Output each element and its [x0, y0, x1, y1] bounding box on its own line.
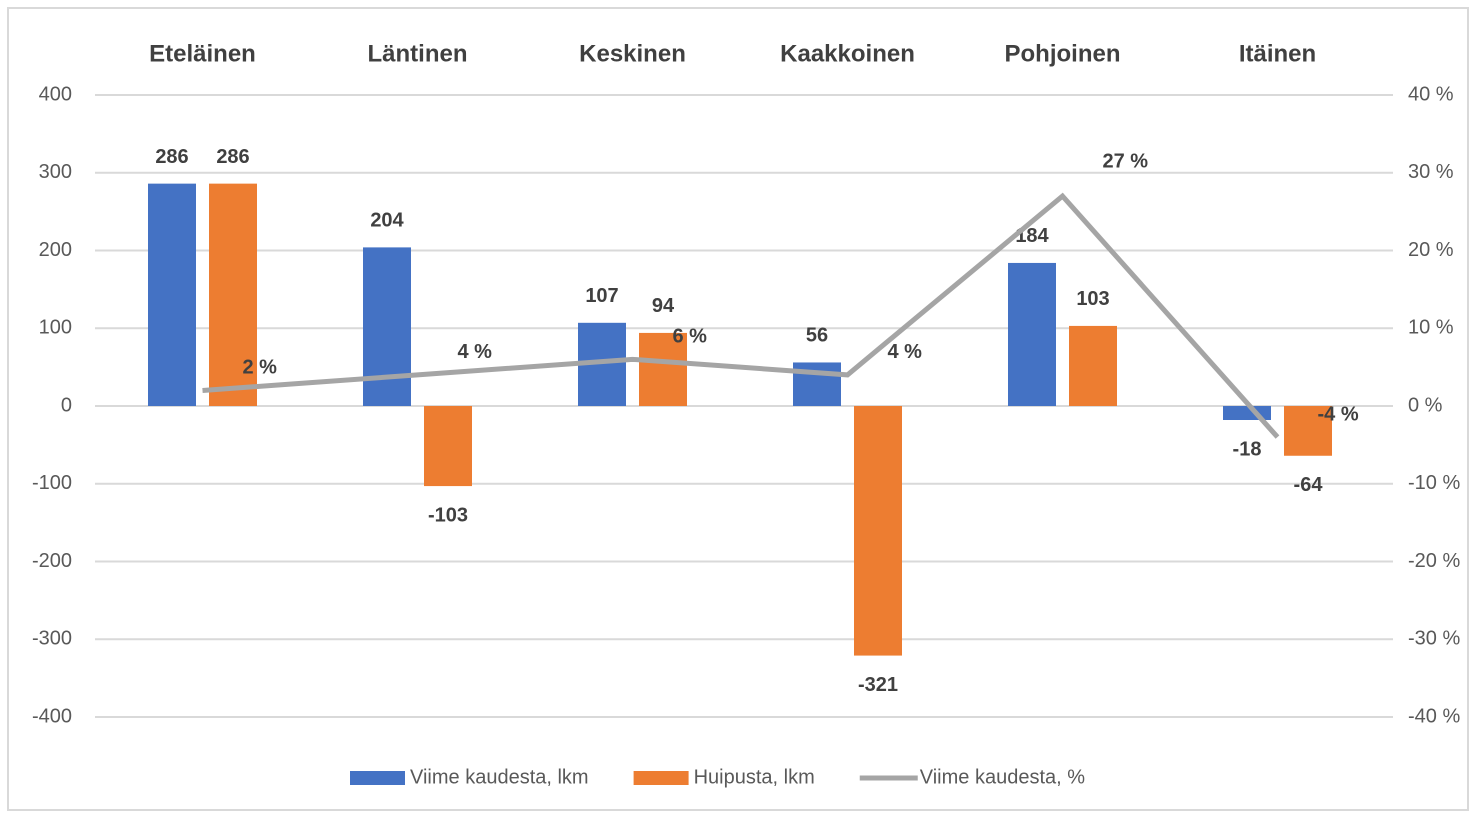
- y2-tick-label: 0 %: [1408, 394, 1443, 416]
- y-tick-label: -400: [32, 705, 72, 727]
- bar: [1069, 325, 1117, 406]
- y2-tick-label: -40 %: [1408, 705, 1460, 727]
- bar: [424, 406, 472, 487]
- category-label: Läntinen: [368, 40, 468, 67]
- y-tick-label: 300: [39, 161, 72, 183]
- bar-data-label: 94: [652, 295, 675, 317]
- line-data-label: 2 %: [243, 357, 278, 379]
- bar: [209, 183, 257, 406]
- bar: [1008, 262, 1056, 406]
- y2-tick-label: 30 %: [1408, 161, 1454, 183]
- y2-tick-label: 10 %: [1408, 317, 1454, 339]
- bar-data-label: 56: [806, 325, 828, 347]
- bar-data-label: -103: [428, 504, 468, 526]
- y2-tick-label: -30 %: [1408, 628, 1460, 650]
- category-label: Eteläinen: [149, 40, 256, 67]
- y-tick-label: -300: [32, 628, 72, 650]
- y-tick-label: 400: [39, 83, 72, 105]
- category-label: Keskinen: [579, 40, 686, 67]
- y-tick-label: 200: [39, 239, 72, 261]
- y2-tick-label: -20 %: [1408, 550, 1460, 572]
- line-data-label: -4 %: [1318, 403, 1359, 425]
- legend-label: Viime kaudesta, lkm: [410, 766, 589, 788]
- legend-label: Huipusta, lkm: [694, 766, 815, 788]
- legend-label: Viime kaudesta, %: [920, 766, 1085, 788]
- y-tick-label: -100: [32, 472, 72, 494]
- y-tick-label: 100: [39, 317, 72, 339]
- bar-data-label: -64: [1294, 474, 1324, 496]
- y-tick-label: 0: [61, 394, 72, 416]
- bar-data-label: 103: [1076, 288, 1109, 310]
- bar-data-label: 204: [370, 210, 404, 232]
- bar-data-label: 107: [585, 285, 618, 307]
- legend-swatch: [350, 771, 405, 785]
- y2-tick-label: -10 %: [1408, 472, 1460, 494]
- bar: [148, 183, 196, 406]
- bar: [639, 332, 687, 406]
- bar: [854, 406, 902, 656]
- line-data-label: 6 %: [673, 326, 708, 348]
- y2-tick-label: 40 %: [1408, 83, 1454, 105]
- bar-data-label: -321: [858, 674, 898, 696]
- y2-tick-label: 20 %: [1408, 239, 1454, 261]
- line-data-label: 4 %: [458, 341, 493, 363]
- line-data-label: 4 %: [888, 341, 923, 363]
- bar: [363, 247, 411, 406]
- y-tick-label: -200: [32, 550, 72, 572]
- category-label: Pohjoinen: [1005, 40, 1121, 67]
- line-data-label: 27 %: [1103, 150, 1149, 172]
- category-label: Itäinen: [1239, 40, 1316, 67]
- bar-data-label: 286: [216, 146, 249, 168]
- bar: [1223, 406, 1271, 420]
- category-label: Kaakkoinen: [780, 40, 915, 67]
- line: [202, 192, 1280, 439]
- legend-swatch: [633, 771, 689, 785]
- bar: [1284, 406, 1332, 456]
- bar-data-label: -18: [1233, 438, 1262, 460]
- bar-data-label: 286: [155, 146, 188, 168]
